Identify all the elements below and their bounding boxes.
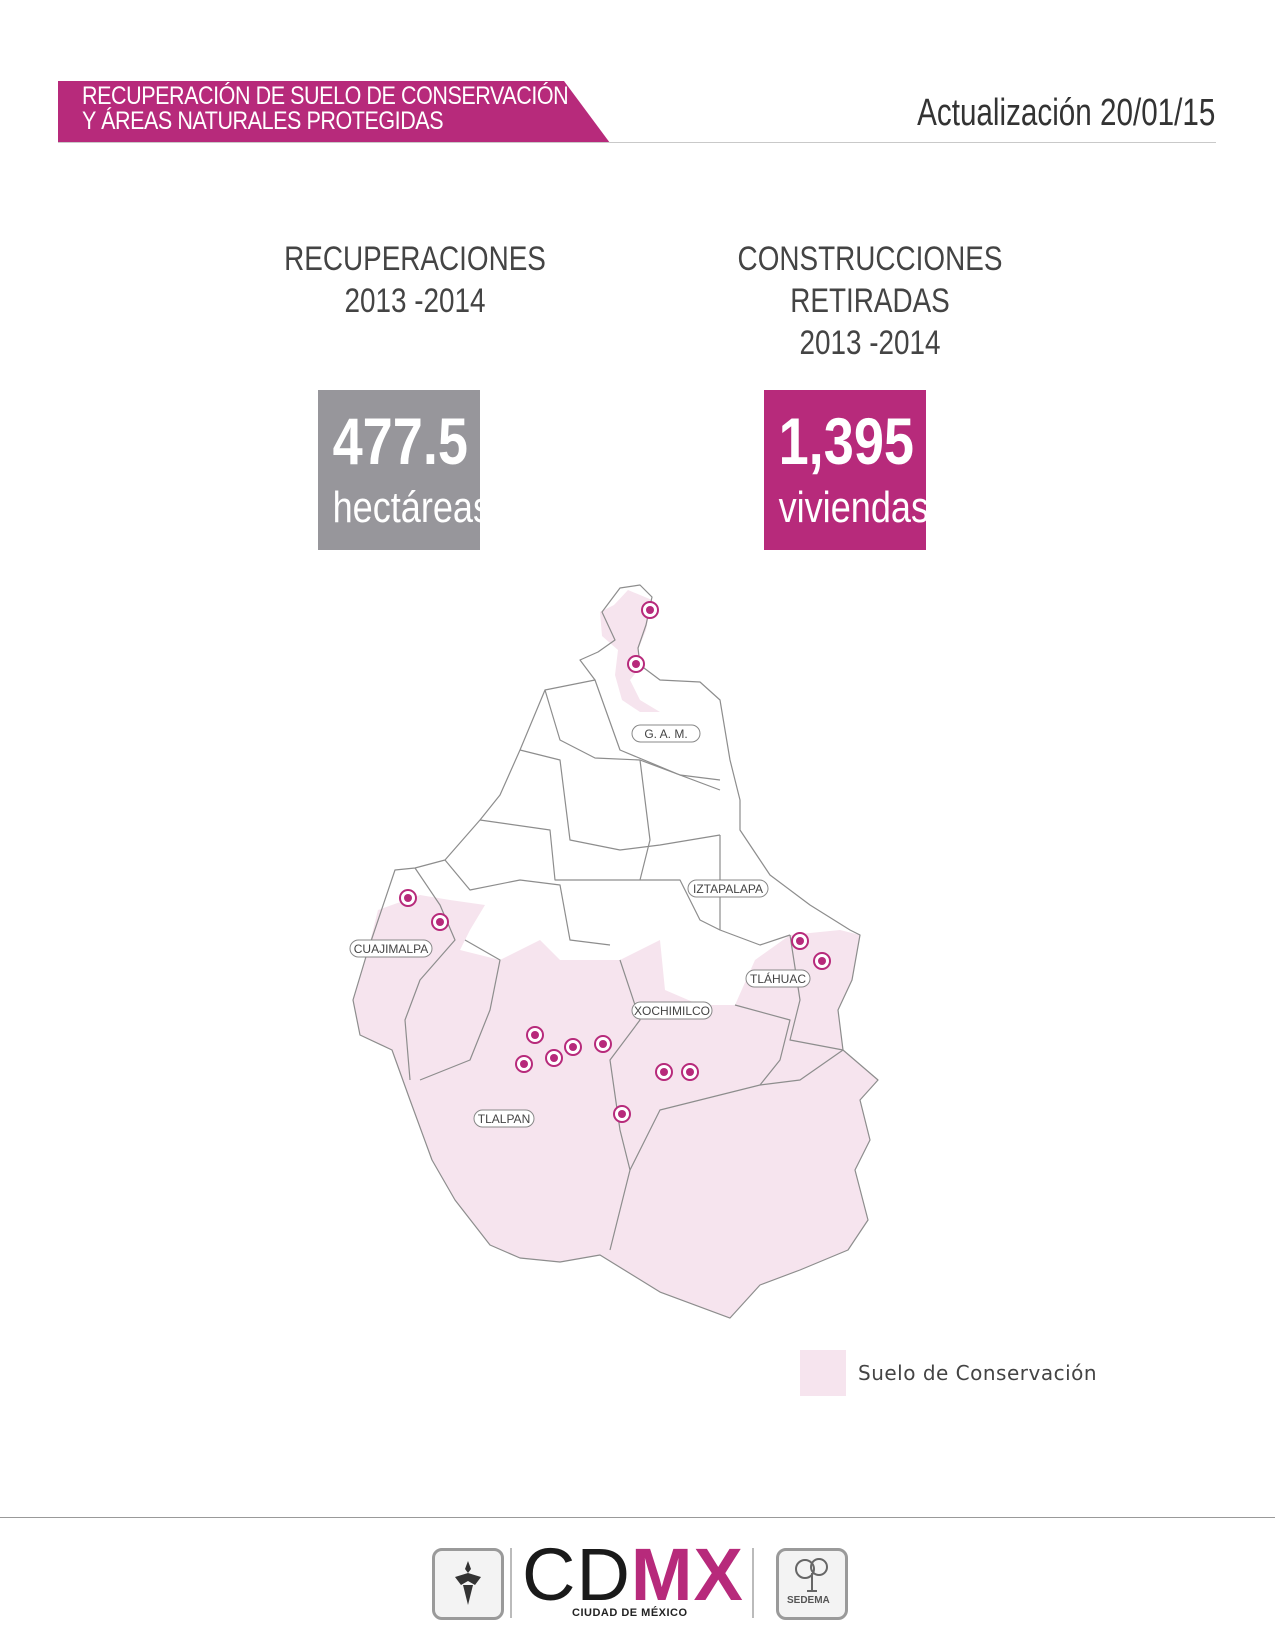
cdmx-logo: CDMX	[522, 1535, 744, 1615]
recovery-marker	[613, 1105, 631, 1123]
stat-title-construcciones: CONSTRUCCIONES RETIRADAS 2013 -2014	[665, 238, 1075, 364]
brand-mx: MX	[630, 1533, 744, 1616]
conservation-area-south	[353, 895, 878, 1318]
recovery-markers	[399, 601, 831, 1123]
recovery-marker	[515, 1055, 533, 1073]
header-title-line2: Y ÁREAS NATURALES PROTEGIDAS	[82, 107, 444, 135]
stat-box-hectareas: 477.5 hectáreas	[318, 390, 492, 550]
legend-label: Suelo de Conservación	[858, 1361, 1098, 1385]
recovery-marker	[594, 1035, 612, 1053]
header-title: RECUPERACIÓN DE SUELO DE CONSERVACIÓN Y …	[82, 82, 569, 135]
border-west	[444, 859, 611, 946]
border-central	[519, 749, 721, 851]
gov-logo	[432, 1548, 504, 1620]
header-rule	[58, 142, 1216, 143]
update-date: Actualización 20/01/15	[916, 92, 1215, 134]
tree-icon	[795, 1558, 828, 1592]
header-banner	[58, 81, 610, 143]
stat-box-viviendas: 1,395 viviendas	[764, 390, 929, 550]
label-tlalpan: TLALPAN	[473, 1109, 535, 1128]
stat-title-line1: RECUPERACIONES	[284, 240, 546, 278]
label-xochimilco-text: XOCHIMILCO	[634, 1004, 710, 1018]
label-iztapalapa: IZTAPALAPA	[687, 879, 769, 898]
border-mid	[479, 819, 721, 931]
recovery-marker	[681, 1063, 699, 1081]
stat-title-recuperaciones: RECUPERACIONES 2013 -2014	[272, 238, 559, 322]
brand-cd: CD	[522, 1533, 631, 1616]
conservation-areas	[353, 590, 878, 1318]
stat-title-line2: 2013 -2014	[344, 282, 486, 320]
label-xochimilco: XOCHIMILCO	[631, 1001, 713, 1020]
border-iztapalapa	[639, 759, 651, 881]
conservation-area-gam	[600, 590, 660, 712]
angel-emblem-icon	[455, 1561, 481, 1605]
stat-title-line2: 2013 -2014	[799, 324, 941, 362]
recovery-marker	[545, 1049, 563, 1067]
recovery-marker	[564, 1038, 582, 1056]
recovery-marker	[431, 913, 449, 931]
label-iztapalapa-text: IZTAPALAPA	[693, 882, 763, 896]
cdmx-outline	[352, 584, 879, 1319]
delegation-borders	[352, 584, 879, 1319]
recovery-marker	[627, 655, 645, 673]
border-cuajimalpa	[404, 867, 456, 1081]
logo-divider	[752, 1548, 754, 1618]
label-tlahuac: TLÁHUAC	[745, 969, 811, 988]
stat-unit: hectáreas	[332, 483, 492, 532]
recovery-marker	[399, 889, 417, 907]
district-labels: G. A. M. IZTAPALAPA CUAJIMALPA TLÁHUAC X…	[349, 724, 811, 1128]
label-cuajimalpa: CUAJIMALPA	[349, 939, 433, 958]
border-tlahuac	[789, 934, 844, 1051]
legend-swatch-conservacion	[800, 1350, 846, 1396]
stat-value: 477.5	[332, 404, 469, 478]
stat-title-line1: CONSTRUCCIONES RETIRADAS	[737, 240, 1003, 320]
border-xochi-milpa	[609, 1004, 791, 1251]
border-milpa-alta	[759, 1049, 844, 1086]
recovery-marker	[641, 601, 659, 619]
sedema-label: SEDEMA	[787, 1595, 830, 1606]
recovery-marker	[791, 932, 809, 950]
stat-value: 1,395	[778, 404, 915, 478]
logo-divider	[510, 1548, 512, 1618]
label-cuajimalpa-text: CUAJIMALPA	[354, 942, 428, 956]
label-gam: G. A. M.	[631, 724, 701, 743]
label-gam-text: G. A. M.	[644, 727, 687, 741]
recovery-marker	[526, 1026, 544, 1044]
recovery-marker	[655, 1063, 673, 1081]
label-tlahuac-text: TLÁHUAC	[750, 971, 806, 986]
header-title-line1: RECUPERACIÓN DE SUELO DE CONSERVACIÓN	[82, 82, 569, 110]
border-tlalpan-xochi	[609, 959, 641, 1171]
border-magdalena	[419, 939, 501, 1081]
stat-unit: viviendas	[778, 483, 929, 532]
recovery-marker	[813, 952, 831, 970]
sedema-logo	[776, 1548, 848, 1620]
border-gam-south	[594, 679, 721, 781]
footer-rule	[0, 1517, 1275, 1518]
label-tlalpan-text: TLALPAN	[478, 1112, 530, 1126]
cdmx-subtitle: CIUDAD DE MÉXICO	[572, 1607, 688, 1619]
